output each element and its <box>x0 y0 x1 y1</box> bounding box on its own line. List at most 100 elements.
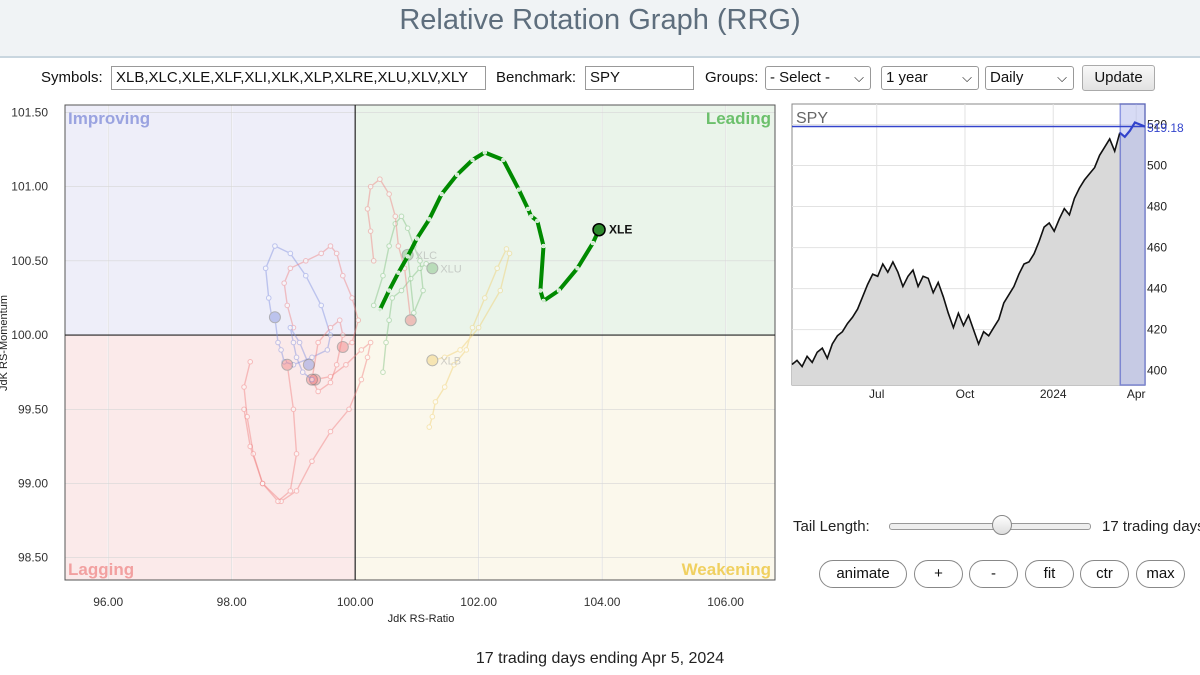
tail-head-marker <box>309 373 322 386</box>
tail-xly <box>281 243 362 353</box>
page-header: Relative Rotation Graph (RRG) <box>0 0 1200 58</box>
quadrant-label-leading: Leading <box>706 109 771 128</box>
tail-point <box>327 324 334 331</box>
tail-xlb: XLB <box>426 246 513 430</box>
benchmark-label: Benchmark: <box>496 69 577 86</box>
tail-point <box>346 406 352 413</box>
tail-point <box>429 413 436 420</box>
quadrant-improving <box>65 105 356 336</box>
tail-point <box>287 488 294 494</box>
x-tick-label: 106.00 <box>707 595 744 609</box>
xle-tail-point <box>386 288 392 293</box>
ctr-button[interactable]: ctr <box>1080 560 1129 588</box>
tail-point <box>398 213 405 220</box>
xle-tail-point <box>541 243 546 249</box>
tail-point <box>380 272 386 279</box>
tail-point <box>296 339 303 346</box>
animate-button[interactable]: animate <box>819 560 907 588</box>
tail-point <box>383 339 389 346</box>
zoom-out-button[interactable]: - <box>969 560 1018 588</box>
tail-line <box>366 178 412 321</box>
tail-point <box>309 376 315 383</box>
tail-point <box>262 265 269 272</box>
tail-point <box>259 480 266 487</box>
groups-select[interactable]: - Select - ⌵ <box>765 66 871 90</box>
tail-head-marker <box>268 311 281 324</box>
benchmark-input[interactable]: SPY <box>585 66 694 90</box>
tail-point <box>404 225 411 232</box>
y-tick-label: 99.00 <box>18 477 48 491</box>
xle-tail-line <box>377 150 601 312</box>
tail-point <box>302 272 309 279</box>
xle-tail-point <box>516 187 522 192</box>
tail-point <box>497 287 504 294</box>
tail-point <box>327 379 334 386</box>
tail-length-slider[interactable] <box>889 523 1091 530</box>
xle-tail-point <box>535 218 540 224</box>
tail-xlk <box>262 243 334 368</box>
tail-point <box>367 228 374 234</box>
xle-tail-point <box>538 288 543 293</box>
tail-xlp <box>305 317 346 395</box>
footer-caption: 17 trading days ending Apr 5, 2024 <box>475 650 725 667</box>
tail-point <box>293 488 300 494</box>
tail-point <box>343 361 349 368</box>
x-tick-label: 102.00 <box>460 595 497 609</box>
tail-point <box>475 324 482 331</box>
tail-head-marker <box>404 314 417 327</box>
tail-xli <box>364 176 417 327</box>
tail-point <box>293 354 300 361</box>
update-button[interactable]: Update <box>1082 65 1155 91</box>
y-tick-label: 99.50 <box>18 402 48 416</box>
tail-point <box>309 376 315 383</box>
quadrant-label-lagging: Lagging <box>68 560 134 579</box>
max-button[interactable]: max <box>1136 560 1185 588</box>
tail-point <box>299 369 306 375</box>
tail-point <box>309 458 315 465</box>
spy-y-tick-label: 500 <box>1147 159 1167 173</box>
fit-button[interactable]: fit <box>1025 560 1074 588</box>
period-select[interactable]: 1 year ⌵ <box>881 66 979 90</box>
tail-xlc: XLC <box>370 213 437 316</box>
tail-head-marker <box>281 358 294 371</box>
tail-line <box>264 245 332 366</box>
tail-length-slider-handle[interactable] <box>992 515 1012 535</box>
tail-point <box>324 347 331 353</box>
tail-point <box>315 339 321 346</box>
tail-point <box>336 317 343 324</box>
tail-length-value: 17 trading days <box>1102 518 1200 535</box>
tail-point <box>293 451 300 457</box>
tail-point <box>386 191 392 197</box>
tail-point <box>327 428 334 435</box>
y-tick-label: 98.50 <box>18 551 48 565</box>
xle-tail-point <box>528 214 534 219</box>
xle-tail-point <box>454 172 460 178</box>
tail-point <box>411 310 417 316</box>
quadrant-label-improving: Improving <box>68 109 150 128</box>
x-tick-label: 104.00 <box>584 595 621 609</box>
rrg-chart[interactable]: 96.00 98.00 100.00 102.00 104.00 106.00 101.50… <box>0 95 785 630</box>
interval-select[interactable]: Daily ⌵ <box>985 66 1074 90</box>
tail-point <box>364 206 371 212</box>
tail-line <box>289 327 313 381</box>
tail-point <box>318 250 325 257</box>
tail-point <box>333 361 340 368</box>
tail-point <box>290 339 297 346</box>
xle-tail-point <box>470 157 475 163</box>
tail-line <box>243 361 298 503</box>
tail-point <box>367 339 374 346</box>
tail-point <box>259 480 266 487</box>
tail-point <box>392 220 399 227</box>
spy-x-tick-label: Jul <box>869 387 884 401</box>
quadrant-label-weakening: Weakening <box>682 560 771 579</box>
tail-point <box>426 424 433 430</box>
zoom-in-button[interactable]: + <box>914 560 963 588</box>
xle-tail-point <box>525 206 531 212</box>
xle-tail-point <box>556 288 562 293</box>
tail-point <box>503 246 510 252</box>
symbols-input[interactable]: XLB,XLC,XLE,XLF,XLI,XLK,XLP,XLRE,XLU,XLV… <box>111 66 486 90</box>
tail-point <box>302 258 309 264</box>
tail-line <box>311 318 344 393</box>
spy-y-tick-label: 520 <box>1147 118 1167 132</box>
